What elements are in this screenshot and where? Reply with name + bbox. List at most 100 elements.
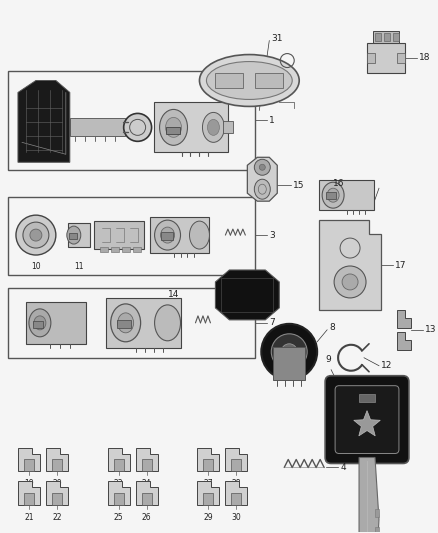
Bar — [133, 247, 141, 252]
Text: 23: 23 — [114, 479, 124, 488]
Ellipse shape — [111, 304, 141, 342]
Bar — [161, 232, 173, 240]
Polygon shape — [397, 53, 405, 62]
Polygon shape — [273, 347, 305, 379]
Polygon shape — [108, 481, 130, 505]
Polygon shape — [108, 448, 130, 472]
Polygon shape — [198, 481, 219, 505]
Text: 11: 11 — [74, 262, 84, 271]
Bar — [255, 72, 283, 88]
Circle shape — [30, 229, 42, 241]
Circle shape — [334, 266, 366, 298]
Circle shape — [342, 274, 358, 290]
Bar — [24, 459, 34, 472]
Text: 4: 4 — [340, 463, 346, 472]
FancyBboxPatch shape — [335, 386, 399, 454]
Bar — [8, 70, 255, 170]
Polygon shape — [367, 43, 405, 72]
Text: 21: 21 — [24, 513, 34, 522]
Bar — [166, 127, 180, 134]
Text: 25: 25 — [114, 513, 124, 522]
Ellipse shape — [29, 309, 51, 337]
Text: 30: 30 — [232, 513, 241, 522]
Ellipse shape — [34, 316, 46, 330]
Bar — [52, 494, 62, 505]
Text: 22: 22 — [52, 513, 62, 522]
Circle shape — [124, 114, 152, 141]
Bar — [114, 459, 124, 472]
Circle shape — [259, 164, 265, 170]
Ellipse shape — [202, 112, 224, 142]
Bar — [111, 247, 119, 252]
Ellipse shape — [327, 188, 339, 202]
Bar — [326, 192, 336, 199]
Polygon shape — [397, 332, 411, 350]
Text: 16: 16 — [333, 179, 345, 188]
Text: 20: 20 — [52, 479, 62, 488]
Polygon shape — [46, 481, 68, 505]
Ellipse shape — [166, 117, 181, 138]
Text: 9: 9 — [325, 356, 331, 364]
Polygon shape — [373, 30, 399, 43]
Text: 13: 13 — [425, 325, 436, 334]
Polygon shape — [26, 302, 86, 344]
Circle shape — [254, 159, 270, 175]
Polygon shape — [198, 448, 219, 472]
Bar — [359, 394, 375, 402]
Polygon shape — [18, 481, 40, 505]
Polygon shape — [18, 448, 40, 472]
Bar — [204, 459, 213, 472]
Polygon shape — [106, 298, 180, 348]
Text: 8: 8 — [329, 324, 335, 333]
Text: 28: 28 — [232, 479, 241, 488]
Ellipse shape — [322, 182, 344, 208]
Polygon shape — [154, 102, 228, 152]
Circle shape — [23, 222, 49, 248]
Polygon shape — [223, 122, 233, 133]
Ellipse shape — [155, 220, 180, 250]
Bar — [100, 247, 108, 252]
Bar — [384, 33, 390, 41]
Bar — [8, 288, 255, 358]
Bar — [375, 33, 381, 41]
Bar — [24, 494, 34, 505]
Text: 26: 26 — [142, 513, 152, 522]
Polygon shape — [18, 80, 70, 162]
Bar — [114, 494, 124, 505]
Circle shape — [281, 344, 297, 360]
Ellipse shape — [208, 119, 219, 135]
Ellipse shape — [161, 227, 174, 243]
Text: 27: 27 — [204, 479, 213, 488]
Text: 10: 10 — [31, 262, 41, 271]
Circle shape — [16, 215, 56, 255]
Polygon shape — [319, 220, 381, 310]
Polygon shape — [359, 457, 379, 533]
Ellipse shape — [199, 54, 299, 107]
Polygon shape — [397, 310, 411, 328]
Text: 31: 31 — [271, 34, 283, 43]
Bar — [69, 233, 77, 239]
Polygon shape — [375, 510, 379, 518]
Polygon shape — [46, 448, 68, 472]
Ellipse shape — [254, 179, 270, 199]
Bar — [8, 197, 255, 275]
Circle shape — [271, 334, 307, 370]
Ellipse shape — [155, 305, 180, 341]
Polygon shape — [367, 53, 375, 62]
Bar — [141, 494, 152, 505]
Bar — [33, 321, 43, 328]
Polygon shape — [150, 217, 209, 253]
Polygon shape — [136, 481, 158, 505]
Polygon shape — [354, 410, 380, 436]
Polygon shape — [247, 157, 277, 201]
Bar — [141, 459, 152, 472]
Bar — [52, 459, 62, 472]
Bar — [117, 320, 131, 328]
Circle shape — [261, 324, 317, 379]
Text: 19: 19 — [24, 479, 34, 488]
Text: 24: 24 — [142, 479, 152, 488]
Polygon shape — [70, 118, 125, 136]
Polygon shape — [226, 481, 247, 505]
Text: 3: 3 — [269, 231, 275, 240]
Ellipse shape — [190, 221, 209, 249]
